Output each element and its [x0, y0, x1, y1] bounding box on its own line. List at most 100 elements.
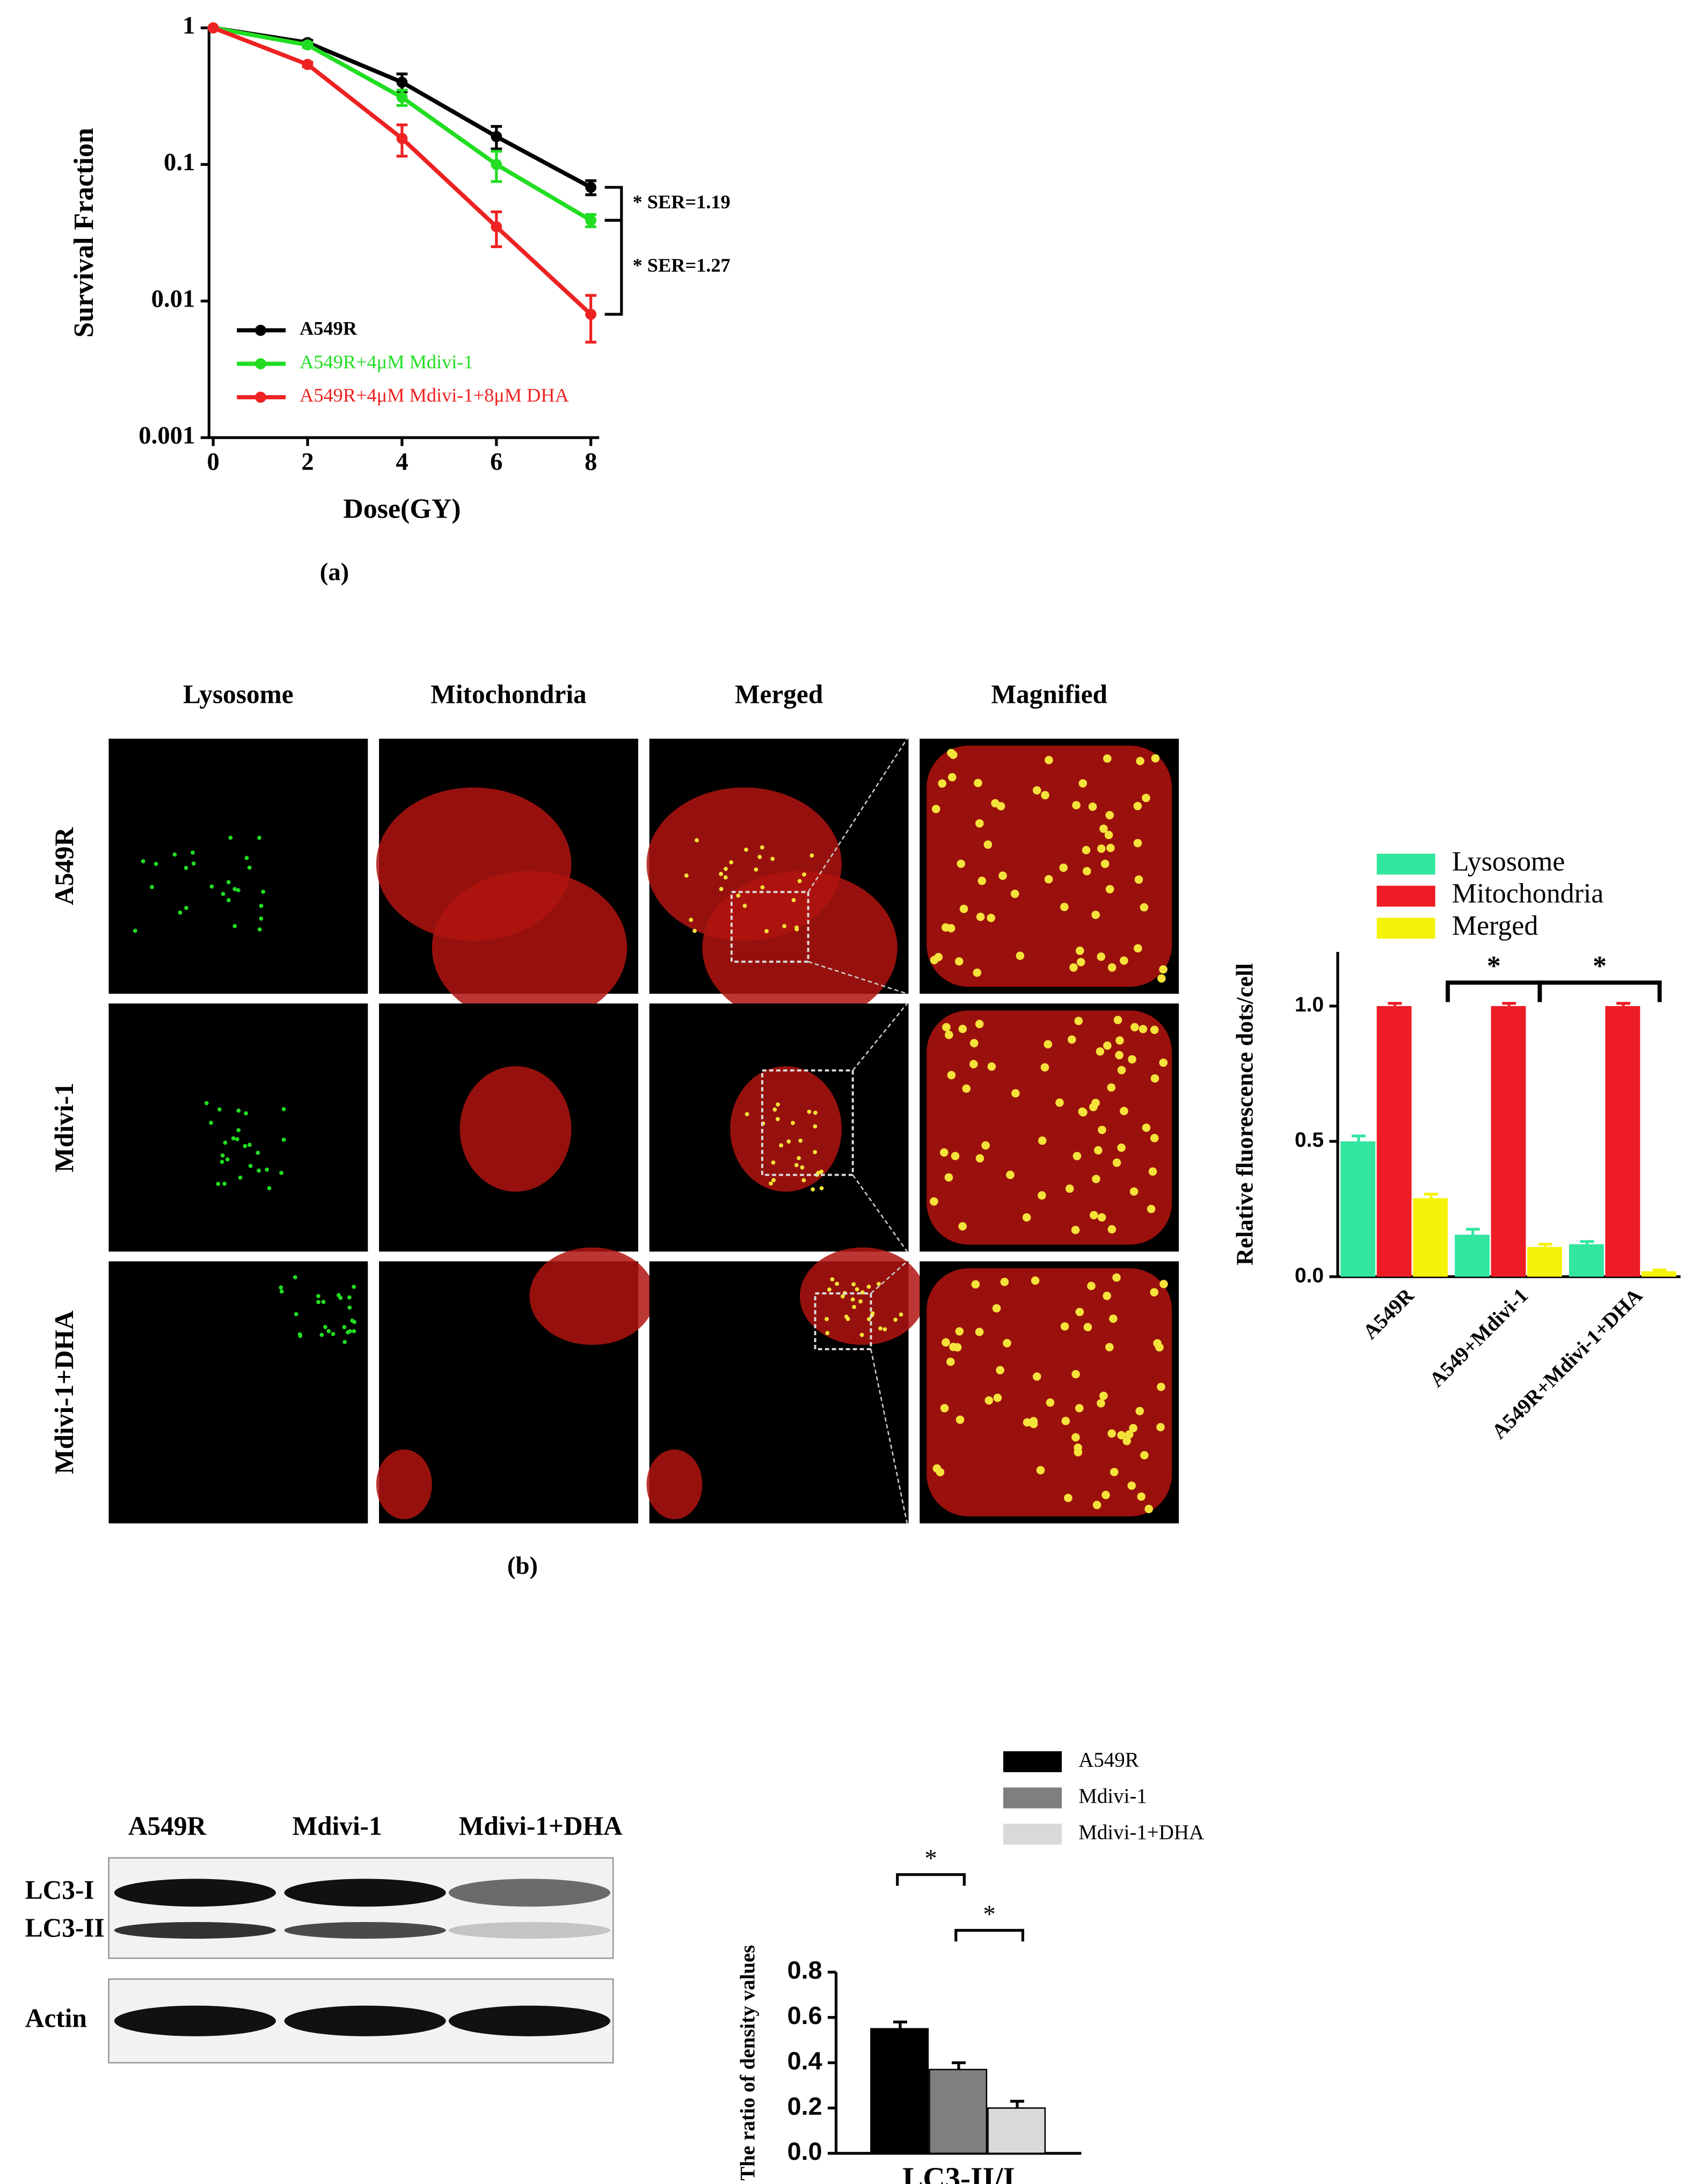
cell	[800, 1247, 925, 1345]
dot	[294, 1312, 298, 1316]
bar	[1605, 1006, 1640, 1277]
band-label: LC3-II	[25, 1913, 105, 1942]
dot	[1076, 958, 1085, 966]
y-axis-label: Survival Fraction	[69, 128, 99, 338]
dot	[1150, 1074, 1159, 1083]
annotation: * SER=1.19	[633, 191, 731, 213]
dot	[973, 969, 982, 977]
y-tick-label: 0.0	[787, 2137, 822, 2165]
dot	[893, 1317, 898, 1322]
dot	[813, 1110, 818, 1115]
dot	[1003, 1339, 1011, 1348]
dot	[947, 1071, 956, 1080]
dot	[1032, 1372, 1041, 1381]
dot	[1022, 1213, 1031, 1222]
x-axis-label: Dose(GY)	[343, 494, 461, 525]
dot	[855, 1287, 859, 1292]
bar	[1491, 1006, 1526, 1277]
dot	[1071, 1370, 1080, 1379]
column-label: Merged	[735, 679, 823, 709]
dot	[178, 911, 183, 915]
dot	[1144, 1504, 1153, 1513]
dot	[1075, 1307, 1084, 1316]
annotation: *	[983, 1900, 995, 1928]
dot	[1031, 1276, 1040, 1285]
dot	[331, 1331, 335, 1336]
dot	[316, 1300, 320, 1305]
dot	[971, 1280, 980, 1289]
dot	[724, 867, 728, 871]
dot	[279, 1285, 283, 1290]
legend-swatch	[1003, 1751, 1062, 1772]
dot	[948, 773, 957, 782]
dot	[1107, 1429, 1116, 1438]
legend-label: Mitochondria	[1452, 878, 1604, 909]
dot	[1041, 791, 1049, 799]
dot	[1128, 1055, 1136, 1064]
dot	[1105, 1343, 1114, 1352]
dot	[782, 924, 787, 928]
band	[448, 1879, 611, 1907]
dot	[350, 1319, 355, 1323]
dot	[244, 856, 249, 860]
dot	[281, 1137, 286, 1142]
dot	[860, 1290, 865, 1295]
dot	[899, 1312, 903, 1317]
dot	[261, 890, 266, 894]
legend-swatch	[1376, 854, 1435, 875]
dot	[1103, 1291, 1111, 1300]
annotation: *	[1487, 951, 1501, 981]
dot	[776, 1102, 780, 1107]
dot	[975, 1154, 984, 1163]
dot	[346, 1330, 350, 1335]
y-tick-label: 0.1	[164, 148, 195, 176]
dot	[1055, 1098, 1064, 1107]
dot	[1127, 1481, 1136, 1490]
dot	[866, 1284, 871, 1289]
dot	[1082, 846, 1091, 855]
band	[114, 2005, 276, 2036]
dot	[1133, 839, 1142, 848]
dot	[1110, 1468, 1119, 1476]
dot	[1129, 1187, 1139, 1196]
dot	[719, 886, 724, 891]
dot	[996, 802, 1005, 811]
dot	[946, 924, 955, 933]
dot	[281, 1107, 286, 1111]
dot	[133, 928, 137, 933]
dot	[1082, 867, 1091, 876]
dot	[764, 929, 769, 934]
dot	[802, 872, 806, 877]
row-label: Mdivi-1	[49, 1083, 79, 1173]
dot	[1109, 1314, 1118, 1323]
lane-label: Mdivi-1	[293, 1811, 382, 1840]
dot	[1074, 1448, 1083, 1457]
annotation: * SER=1.27	[633, 254, 731, 276]
lane-label: A549R	[128, 1811, 207, 1840]
dot	[1060, 902, 1069, 912]
dot	[326, 1329, 331, 1334]
legend-swatch	[1003, 1823, 1062, 1845]
bracket	[1537, 980, 1662, 1002]
dot	[760, 845, 764, 850]
panel-label: (b)	[507, 1552, 538, 1579]
dot	[1150, 1025, 1159, 1035]
dot	[942, 1338, 950, 1347]
annotation: *	[1593, 951, 1607, 981]
dot	[692, 928, 697, 933]
dot	[1150, 1288, 1159, 1297]
dot	[347, 1305, 352, 1310]
magnified-cell	[926, 1010, 1172, 1245]
dot	[858, 1299, 863, 1304]
dot	[794, 1163, 799, 1167]
dot	[794, 927, 799, 931]
dot	[1090, 1211, 1098, 1220]
dot	[1065, 1184, 1074, 1193]
data-point	[396, 133, 408, 144]
dot	[1147, 1205, 1156, 1213]
dot	[1125, 1430, 1134, 1439]
bracket	[604, 186, 623, 222]
dot	[931, 805, 940, 813]
dot	[1117, 1431, 1126, 1440]
dot	[993, 1393, 1002, 1402]
